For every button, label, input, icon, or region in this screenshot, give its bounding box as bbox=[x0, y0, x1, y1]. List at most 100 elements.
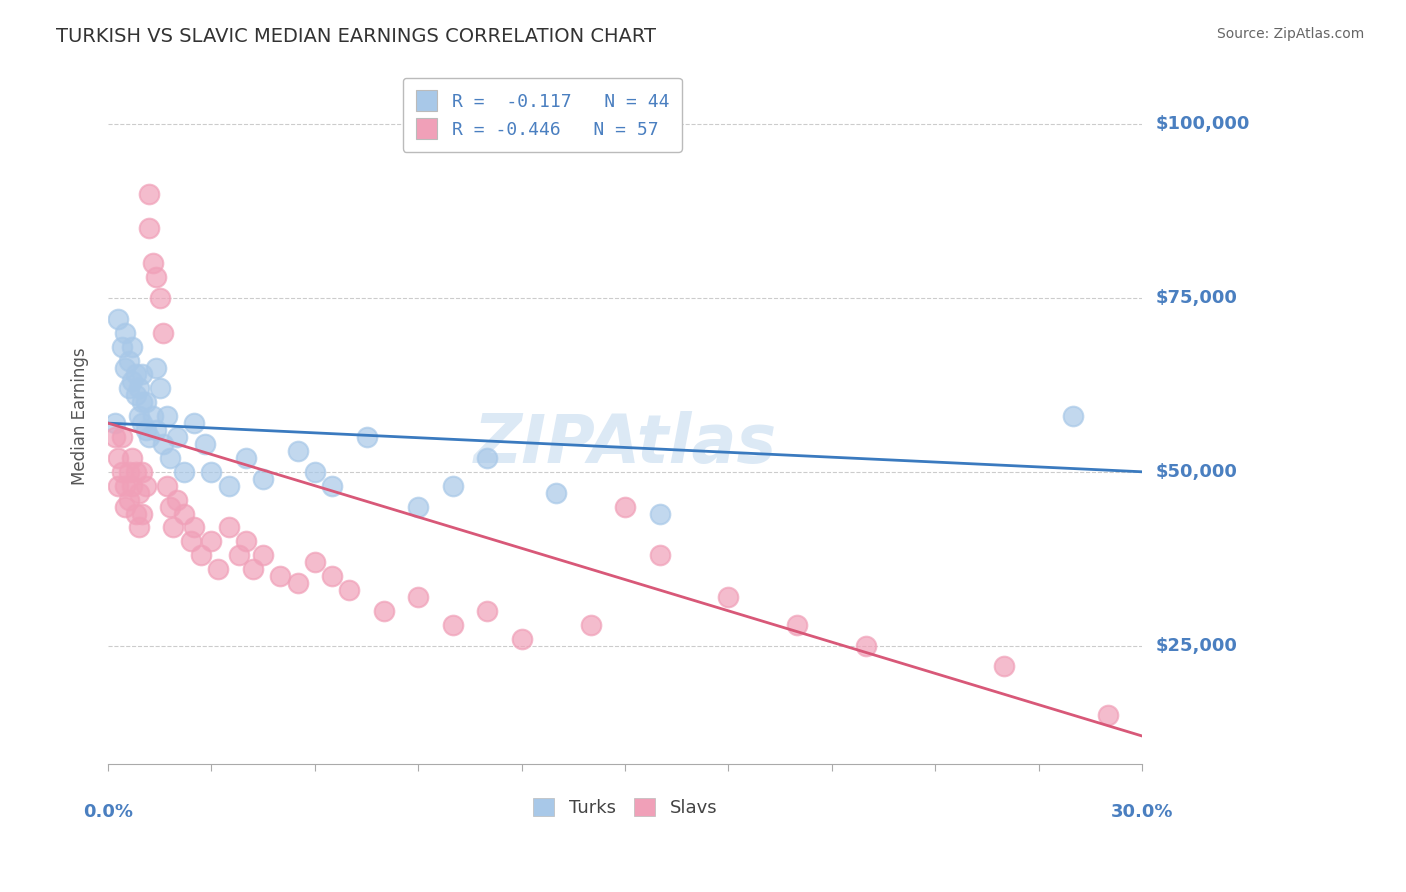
Point bbox=[159, 450, 181, 465]
Point bbox=[138, 186, 160, 201]
Point bbox=[121, 479, 143, 493]
Point bbox=[131, 507, 153, 521]
Point bbox=[304, 465, 326, 479]
Text: 0.0%: 0.0% bbox=[83, 803, 134, 821]
Point bbox=[135, 423, 157, 437]
Point bbox=[107, 479, 129, 493]
Point bbox=[218, 479, 240, 493]
Point bbox=[218, 520, 240, 534]
Point bbox=[138, 430, 160, 444]
Point bbox=[200, 465, 222, 479]
Point bbox=[145, 270, 167, 285]
Text: $25,000: $25,000 bbox=[1156, 637, 1237, 655]
Point bbox=[124, 465, 146, 479]
Point bbox=[180, 534, 202, 549]
Point bbox=[118, 381, 141, 395]
Point bbox=[242, 562, 264, 576]
Point bbox=[441, 617, 464, 632]
Point bbox=[104, 430, 127, 444]
Point bbox=[131, 395, 153, 409]
Text: $100,000: $100,000 bbox=[1156, 115, 1250, 133]
Point bbox=[287, 444, 309, 458]
Point bbox=[304, 555, 326, 569]
Text: 30.0%: 30.0% bbox=[1111, 803, 1174, 821]
Point bbox=[441, 479, 464, 493]
Point bbox=[183, 416, 205, 430]
Point bbox=[142, 409, 165, 424]
Point bbox=[155, 479, 177, 493]
Point bbox=[546, 485, 568, 500]
Point bbox=[114, 500, 136, 514]
Point bbox=[152, 326, 174, 340]
Point bbox=[173, 507, 195, 521]
Point bbox=[207, 562, 229, 576]
Point bbox=[287, 576, 309, 591]
Point bbox=[118, 465, 141, 479]
Point bbox=[235, 450, 257, 465]
Text: $75,000: $75,000 bbox=[1156, 289, 1237, 307]
Point bbox=[321, 569, 343, 583]
Point bbox=[1097, 708, 1119, 723]
Point bbox=[118, 353, 141, 368]
Point bbox=[124, 388, 146, 402]
Point bbox=[190, 548, 212, 562]
Point bbox=[131, 368, 153, 382]
Point bbox=[114, 360, 136, 375]
Point bbox=[145, 360, 167, 375]
Text: $50,000: $50,000 bbox=[1156, 463, 1237, 481]
Point bbox=[152, 437, 174, 451]
Point bbox=[135, 479, 157, 493]
Point bbox=[166, 492, 188, 507]
Point bbox=[200, 534, 222, 549]
Legend: Turks, Slavs: Turks, Slavs bbox=[526, 790, 724, 824]
Point bbox=[183, 520, 205, 534]
Point bbox=[149, 291, 172, 305]
Point bbox=[614, 500, 637, 514]
Point bbox=[648, 507, 671, 521]
Point bbox=[406, 500, 429, 514]
Point bbox=[269, 569, 291, 583]
Point bbox=[124, 368, 146, 382]
Point bbox=[149, 381, 172, 395]
Point bbox=[118, 492, 141, 507]
Point bbox=[406, 590, 429, 604]
Point bbox=[855, 639, 877, 653]
Point bbox=[121, 375, 143, 389]
Point bbox=[321, 479, 343, 493]
Point bbox=[159, 500, 181, 514]
Point bbox=[121, 340, 143, 354]
Point bbox=[128, 520, 150, 534]
Point bbox=[111, 465, 134, 479]
Point bbox=[107, 450, 129, 465]
Point bbox=[162, 520, 184, 534]
Point bbox=[131, 416, 153, 430]
Point bbox=[121, 450, 143, 465]
Point bbox=[138, 221, 160, 235]
Point bbox=[131, 465, 153, 479]
Point bbox=[135, 395, 157, 409]
Point bbox=[128, 381, 150, 395]
Point bbox=[193, 437, 215, 451]
Y-axis label: Median Earnings: Median Earnings bbox=[72, 347, 89, 485]
Point bbox=[104, 416, 127, 430]
Point bbox=[579, 617, 602, 632]
Point bbox=[114, 479, 136, 493]
Point bbox=[114, 326, 136, 340]
Point bbox=[142, 256, 165, 270]
Point bbox=[373, 604, 395, 618]
Point bbox=[252, 548, 274, 562]
Point bbox=[173, 465, 195, 479]
Point bbox=[356, 430, 378, 444]
Text: Source: ZipAtlas.com: Source: ZipAtlas.com bbox=[1216, 27, 1364, 41]
Point bbox=[993, 659, 1015, 673]
Point bbox=[124, 507, 146, 521]
Point bbox=[145, 423, 167, 437]
Point bbox=[107, 311, 129, 326]
Point bbox=[228, 548, 250, 562]
Point bbox=[648, 548, 671, 562]
Point bbox=[111, 430, 134, 444]
Point bbox=[235, 534, 257, 549]
Point bbox=[717, 590, 740, 604]
Point bbox=[475, 604, 498, 618]
Point bbox=[252, 472, 274, 486]
